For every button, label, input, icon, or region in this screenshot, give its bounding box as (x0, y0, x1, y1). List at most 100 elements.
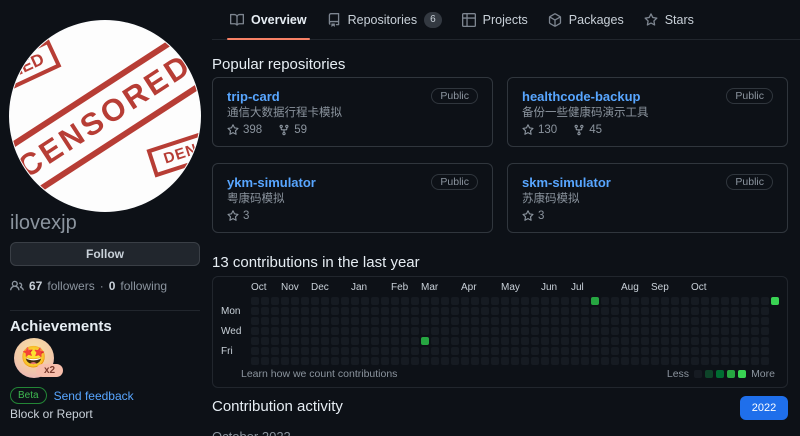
contribution-cell[interactable] (741, 337, 749, 345)
send-feedback-link[interactable]: Send feedback (53, 388, 134, 403)
contribution-cell[interactable] (641, 337, 649, 345)
contribution-cell[interactable] (371, 317, 379, 325)
contribution-cell[interactable] (371, 337, 379, 345)
contribution-cell[interactable] (381, 297, 389, 305)
contribution-cell[interactable] (651, 337, 659, 345)
contribution-cell[interactable] (521, 307, 529, 315)
contribution-cell[interactable] (611, 337, 619, 345)
contribution-cell[interactable] (501, 307, 509, 315)
contribution-cell[interactable] (541, 307, 549, 315)
contribution-cell[interactable] (531, 357, 539, 365)
stargazers[interactable]: 130 (522, 124, 557, 136)
contribution-cell[interactable] (751, 317, 759, 325)
contribution-cell[interactable] (621, 327, 629, 335)
contribution-cell[interactable] (281, 357, 289, 365)
contribution-cell[interactable] (751, 307, 759, 315)
contribution-cell[interactable] (581, 317, 589, 325)
forks[interactable]: 59 (278, 124, 307, 136)
contribution-cell[interactable] (741, 317, 749, 325)
forks[interactable]: 45 (573, 124, 602, 136)
contribution-cell[interactable] (471, 337, 479, 345)
contribution-cell[interactable] (521, 317, 529, 325)
tab-stars[interactable]: Stars (634, 0, 704, 39)
contribution-cell[interactable] (731, 297, 739, 305)
stargazers[interactable]: 398 (227, 124, 262, 136)
contribution-cell[interactable] (661, 327, 669, 335)
contribution-cell[interactable] (751, 347, 759, 355)
contribution-cell[interactable] (671, 337, 679, 345)
contribution-cell[interactable] (371, 307, 379, 315)
contribution-cell[interactable] (651, 327, 659, 335)
contribution-cell[interactable] (351, 297, 359, 305)
contribution-cell[interactable] (601, 337, 609, 345)
contribution-cell[interactable] (411, 357, 419, 365)
contribution-cell[interactable] (361, 327, 369, 335)
contribution-cell[interactable] (651, 297, 659, 305)
contribution-cell[interactable] (311, 307, 319, 315)
contribution-cell[interactable] (531, 327, 539, 335)
contribution-cell[interactable] (581, 357, 589, 365)
contribution-cell[interactable] (551, 337, 559, 345)
contribution-cell[interactable] (631, 317, 639, 325)
contribution-cell[interactable] (581, 297, 589, 305)
contribution-cell[interactable] (461, 327, 469, 335)
contribution-cell[interactable] (481, 357, 489, 365)
contribution-cell[interactable] (381, 347, 389, 355)
contribution-cell[interactable] (341, 317, 349, 325)
contribution-cell[interactable] (751, 337, 759, 345)
contribution-cell[interactable] (391, 307, 399, 315)
contribution-cell[interactable] (691, 317, 699, 325)
contribution-cell[interactable] (581, 347, 589, 355)
contribution-cell[interactable] (391, 337, 399, 345)
contribution-cell[interactable] (501, 347, 509, 355)
contribution-cell[interactable] (621, 307, 629, 315)
contribution-cell[interactable] (681, 317, 689, 325)
contribution-cell[interactable] (421, 297, 429, 305)
contribution-cell[interactable] (651, 307, 659, 315)
contribution-cell[interactable] (531, 317, 539, 325)
contribution-cell[interactable] (391, 357, 399, 365)
contribution-cell[interactable] (371, 327, 379, 335)
contribution-cell[interactable] (441, 337, 449, 345)
contribution-cell[interactable] (481, 307, 489, 315)
contribution-cell[interactable] (721, 357, 729, 365)
contribution-cell[interactable] (461, 337, 469, 345)
contribution-cell[interactable] (491, 337, 499, 345)
contribution-cell[interactable] (601, 327, 609, 335)
contribution-cell[interactable] (251, 297, 259, 305)
contribution-cell[interactable] (531, 307, 539, 315)
contribution-cell[interactable] (331, 337, 339, 345)
contribution-cell[interactable] (341, 307, 349, 315)
contribution-cell[interactable] (551, 357, 559, 365)
contribution-cell[interactable] (741, 307, 749, 315)
contribution-cell[interactable] (421, 317, 429, 325)
contribution-cell[interactable] (611, 327, 619, 335)
contribution-cell[interactable] (311, 347, 319, 355)
contribution-cell[interactable] (761, 297, 769, 305)
contribution-cell[interactable] (621, 317, 629, 325)
contribution-cell[interactable] (561, 297, 569, 305)
contribution-cell[interactable] (401, 337, 409, 345)
stargazers[interactable]: 3 (522, 210, 544, 222)
contribution-cell[interactable] (571, 297, 579, 305)
contribution-cell[interactable] (261, 337, 269, 345)
contribution-cell[interactable] (361, 297, 369, 305)
contribution-cell[interactable] (321, 337, 329, 345)
contribution-cell[interactable] (491, 327, 499, 335)
contribution-cell[interactable] (511, 317, 519, 325)
contribution-cell[interactable] (631, 337, 639, 345)
contribution-cell[interactable] (441, 327, 449, 335)
contribution-cell[interactable] (681, 337, 689, 345)
year-2022-button[interactable]: 2022 (740, 396, 788, 420)
contribution-cell[interactable] (371, 297, 379, 305)
contribution-cell[interactable] (691, 297, 699, 305)
contribution-cell[interactable] (641, 297, 649, 305)
contribution-cell[interactable] (731, 317, 739, 325)
contribution-cell[interactable] (361, 317, 369, 325)
contribution-cell[interactable] (711, 347, 719, 355)
contribution-cell[interactable] (511, 307, 519, 315)
contribution-cell[interactable] (671, 297, 679, 305)
contribution-cell[interactable] (401, 317, 409, 325)
contribution-cell[interactable] (461, 317, 469, 325)
contribution-cell[interactable] (541, 347, 549, 355)
